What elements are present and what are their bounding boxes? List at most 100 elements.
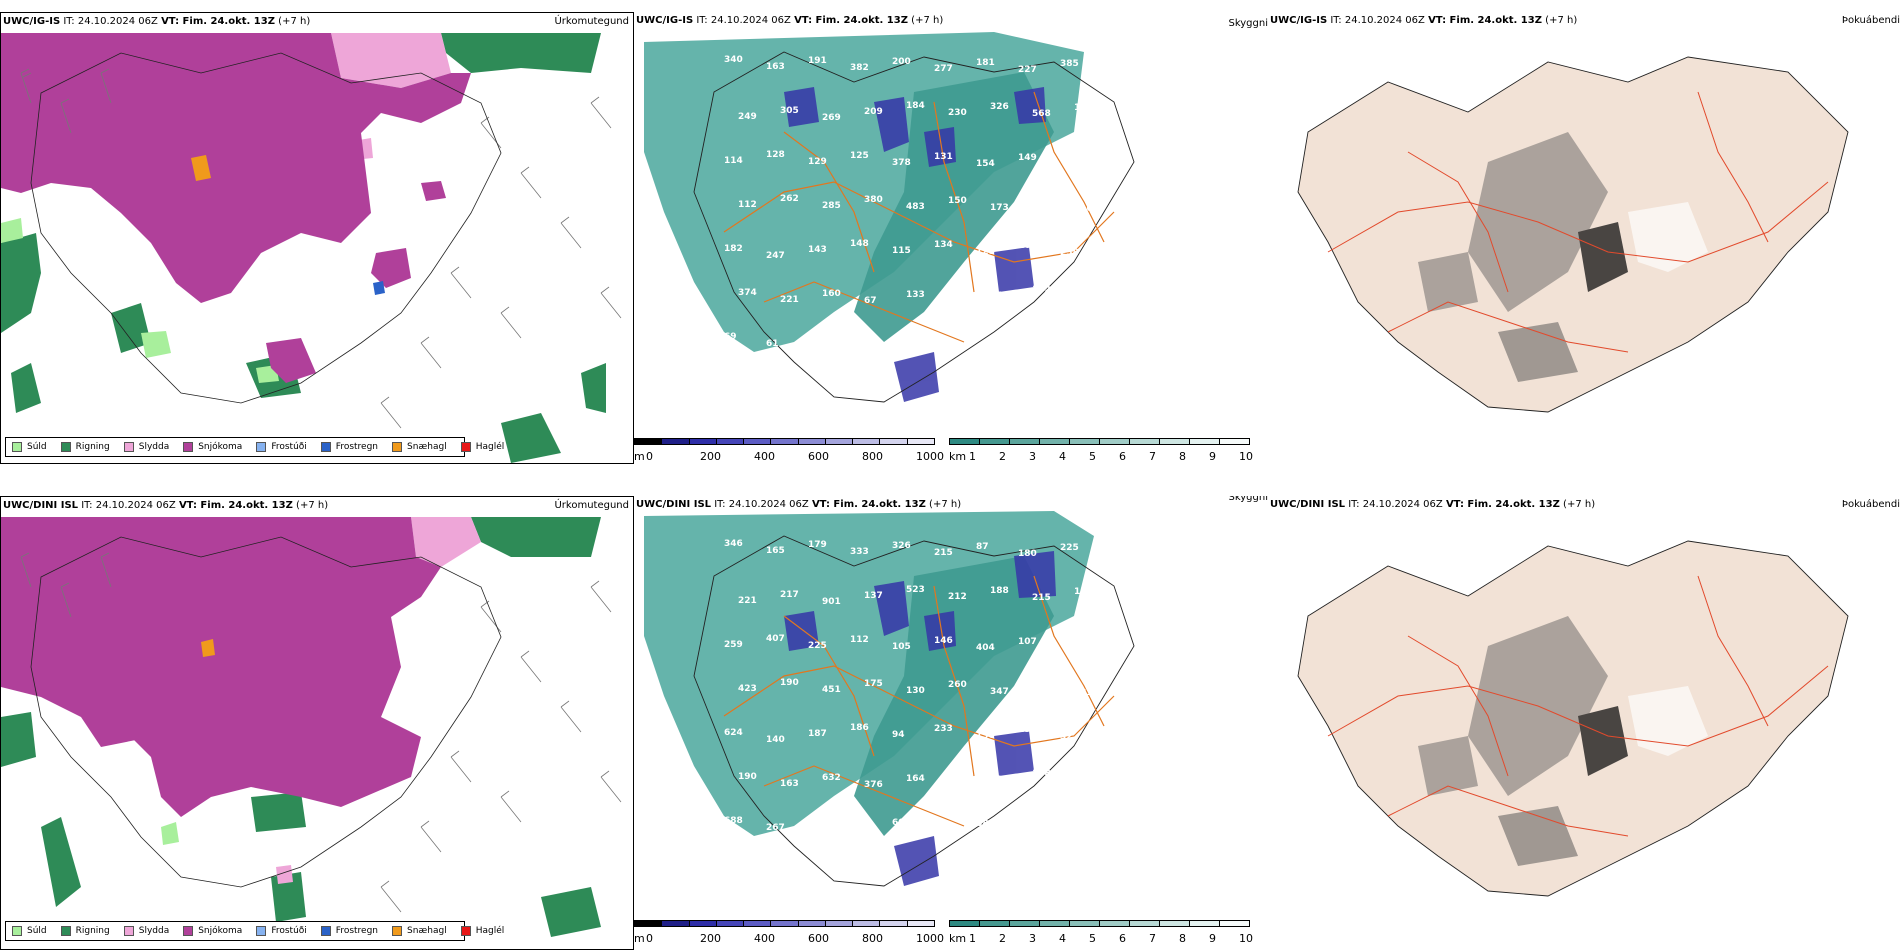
snow-depth-label: 163: [766, 62, 785, 72]
panel-header: UWC/IG-IS IT: 24.10.2024 06Z VT: Fim. 24…: [636, 15, 943, 26]
snow-depth-label: 230: [948, 108, 967, 118]
legend-label: Frostúði: [271, 442, 307, 452]
fog-road-network: [1327, 91, 1829, 353]
panel-header: UWC/DINI ISL IT: 24.10.2024 06Z VT: Fim.…: [3, 500, 328, 511]
snow-depth-label: 125: [850, 151, 869, 161]
snow-depth-label: 135: [1018, 725, 1037, 735]
valid-time: VT: Fim. 24.okt. 13Z: [811, 499, 926, 510]
colorbar-segment: [852, 920, 881, 927]
snow-pellets-area: [191, 155, 211, 181]
snow-depth-label: 128: [766, 150, 785, 160]
init-time: IT: 24.10.2024 06Z: [714, 499, 809, 510]
road-network: [723, 91, 1115, 343]
legend-item-slydda: Slydda: [123, 926, 170, 936]
snow-depth-label: 568: [1032, 109, 1051, 119]
colorbar-segment: [1129, 920, 1160, 927]
colorbar-segment: [1099, 438, 1130, 445]
panel-header: UWC/DINI ISL IT: 24.10.2024 06Z VT: Fim.…: [636, 499, 961, 510]
snow-depth-label: 179: [808, 540, 827, 550]
colorbar-tick: 10: [1239, 932, 1253, 945]
snow-depth-label: 143: [808, 245, 827, 255]
iceland-coastline: [693, 51, 1135, 403]
panel-title: Úrkomutegund: [554, 500, 629, 511]
colorbar-segment: [1159, 438, 1190, 445]
colorbar-segment: [1069, 920, 1100, 927]
snow-depth-label: 57: [1074, 292, 1087, 302]
legend-item-rigning: Rigning: [60, 926, 110, 936]
legend-item-haglél: Haglél: [460, 926, 504, 936]
snow-depth-label: 107: [1074, 103, 1093, 113]
snow-depth-label: 166: [1018, 241, 1037, 251]
legend-swatch: [460, 926, 471, 936]
lead-time: (+7 h): [911, 15, 944, 26]
snow-depth-label: 130: [906, 686, 925, 696]
colorbar-segment: [979, 920, 1010, 927]
snow-depth-label: 217: [780, 590, 799, 600]
visibility-map: 340 163 191 382 200 277 181 227 385 249 305 269 209 1…: [644, 32, 1135, 403]
snow-depth-label: 51: [1060, 820, 1073, 830]
legend-label: Snæhagl: [407, 442, 447, 452]
legend-label: Rigning: [75, 926, 110, 936]
snow-depth-label: 137: [864, 591, 883, 601]
coastline: [30, 52, 502, 404]
snow-depth-label: 165: [1060, 147, 1079, 157]
snow-depth-label: 269: [822, 113, 841, 123]
snow-depth-label: 181: [976, 58, 995, 68]
model-name: UWC/IG-IS: [3, 16, 61, 27]
snow-depth-label: 53: [1018, 826, 1031, 836]
colorbar-unit: m: [634, 932, 645, 945]
snow-depth-label: 59: [948, 297, 961, 307]
snow-depth-label: 831: [1074, 688, 1093, 698]
colorbar-tick: 7: [1149, 450, 1156, 463]
colorbar-tick: 3: [1029, 932, 1036, 945]
snow-depth-label: 212: [948, 592, 967, 602]
legend-item-frostúði: Frostúði: [256, 442, 307, 452]
valid-time: VT: Fim. 24.okt. 13Z: [161, 16, 275, 27]
legend-item-rigning: Rigning: [60, 442, 110, 452]
snow-depth-label: 191: [808, 56, 827, 66]
panel-header: UWC/DINI ISL IT: 24.10.2024 06Z VT: Fim.…: [1270, 499, 1595, 510]
colorbar-tick: 3: [1029, 450, 1036, 463]
snow-depth-label: 182: [724, 244, 743, 254]
colorbar-tick: 400: [754, 450, 775, 463]
panel-title: Skyggni: [1228, 18, 1268, 29]
colorbar-segment: [1129, 438, 1160, 445]
snow-depth-label: 404: [976, 643, 995, 653]
legend-swatch: [60, 442, 71, 452]
panel-title: Þokuábendi: [1841, 15, 1900, 26]
snow-depth-label: 131: [934, 152, 953, 162]
colorbar-tick: 10: [1239, 450, 1253, 463]
snow-depth-label: 258: [1060, 248, 1079, 258]
precip-type-legend: Súld Rigning Slydda Snjókoma Frostúði Frostre…: [5, 921, 504, 941]
colorbar-tick: 1000: [916, 450, 944, 463]
snow-depth-label: 68: [976, 819, 989, 829]
snow-depth-label: 112: [1032, 681, 1051, 691]
legend-label: Slydda: [138, 926, 170, 936]
colorbar-tick: 2: [999, 450, 1006, 463]
legend-label: Slydda: [138, 442, 170, 452]
colorbar-segment: [661, 920, 690, 927]
snow-depth-label: 59: [850, 824, 863, 834]
colorbar-tick: 4: [1059, 932, 1066, 945]
snow-depth-label: 112: [738, 200, 757, 210]
wind-barbs: [20, 68, 622, 429]
valid-time: VT: Fim. 24.okt. 13Z: [1428, 15, 1542, 26]
precip-type-map-row2: UWC/DINI ISL IT: 24.10.2024 06Z VT: Fim.…: [0, 496, 634, 950]
snow-depth-label: 221: [780, 295, 799, 305]
snow-depth-label: 134: [934, 240, 953, 250]
snow-depth-label: 84: [990, 291, 1003, 301]
colorbar-tick: 400: [754, 932, 775, 945]
rain-area: [1, 517, 601, 937]
snow-depth-label: 60: [892, 818, 905, 828]
snow-depth-label: 346: [724, 539, 743, 549]
colorbar-tick: 6: [1119, 932, 1126, 945]
snow-depth-label: 187: [808, 729, 827, 739]
colorbar-segment: [824, 438, 854, 445]
snow-depth-label: 184: [948, 781, 967, 791]
snow-depth-label: 110: [1074, 204, 1093, 214]
fog-index-map: [1297, 56, 1849, 413]
colorbar-segment: [1219, 920, 1250, 927]
snow-depth-label: 632: [822, 773, 841, 783]
legend-swatch: [256, 442, 267, 452]
colorbar-segment: [770, 920, 799, 927]
